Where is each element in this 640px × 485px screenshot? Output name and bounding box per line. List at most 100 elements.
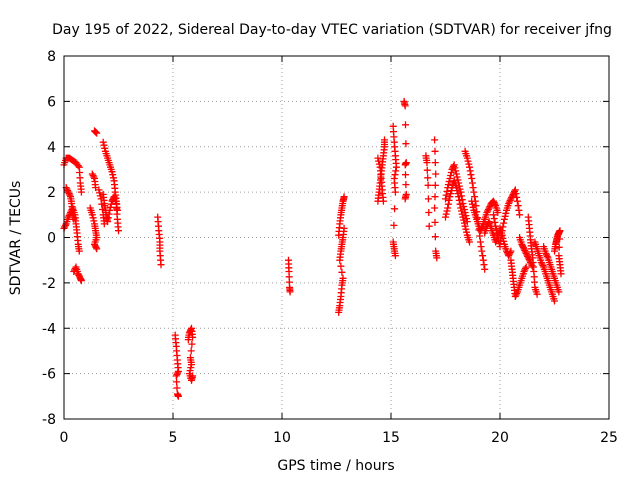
data-point bbox=[65, 190, 73, 198]
data-point bbox=[447, 172, 455, 179]
data-point bbox=[515, 206, 523, 214]
data-point bbox=[493, 230, 501, 238]
data-point bbox=[555, 288, 563, 296]
data-point bbox=[187, 364, 195, 372]
data-point bbox=[432, 170, 440, 178]
data-point bbox=[444, 200, 452, 208]
y-tick-label: -6 bbox=[42, 367, 56, 383]
data-point bbox=[442, 191, 450, 199]
data-point bbox=[101, 144, 109, 152]
data-point bbox=[391, 205, 399, 213]
data-point bbox=[502, 209, 510, 217]
data-point bbox=[77, 188, 85, 196]
data-points bbox=[60, 97, 565, 400]
data-point bbox=[551, 297, 558, 305]
plot-frame bbox=[63, 55, 610, 420]
data-point bbox=[542, 249, 550, 257]
data-point bbox=[555, 243, 563, 251]
data-point bbox=[89, 172, 97, 179]
data-point bbox=[458, 210, 466, 218]
data-point bbox=[479, 256, 487, 264]
data-point bbox=[401, 161, 409, 169]
y-tick-label: -2 bbox=[42, 276, 56, 292]
data-point bbox=[443, 207, 451, 215]
data-point bbox=[492, 222, 500, 230]
data-point bbox=[93, 129, 101, 137]
data-point bbox=[521, 246, 529, 254]
data-point bbox=[392, 163, 400, 171]
data-point bbox=[391, 252, 399, 260]
data-point bbox=[445, 196, 453, 204]
data-point bbox=[392, 167, 400, 175]
data-point bbox=[431, 233, 439, 241]
data-point bbox=[461, 222, 469, 230]
data-point bbox=[425, 222, 433, 230]
data-point bbox=[499, 223, 507, 231]
data-point bbox=[456, 200, 464, 208]
data-point bbox=[512, 291, 520, 299]
data-point bbox=[109, 174, 117, 182]
data-point bbox=[340, 193, 348, 201]
data-point bbox=[375, 157, 383, 165]
data-point bbox=[453, 187, 461, 195]
data-point bbox=[460, 219, 468, 227]
x-tick-label: 5 bbox=[169, 430, 178, 446]
data-point bbox=[466, 167, 474, 175]
data-point bbox=[447, 169, 455, 176]
data-point bbox=[402, 121, 409, 129]
data-point bbox=[401, 102, 409, 110]
data-point bbox=[496, 243, 504, 251]
data-point bbox=[91, 128, 99, 136]
data-point bbox=[433, 254, 441, 262]
data-point bbox=[188, 340, 196, 348]
data-point bbox=[525, 255, 533, 263]
data-point bbox=[391, 188, 399, 196]
y-tick-label: 8 bbox=[47, 49, 56, 65]
data-point bbox=[477, 225, 485, 233]
data-point bbox=[443, 187, 451, 195]
data-point bbox=[97, 195, 105, 203]
data-point bbox=[174, 367, 182, 375]
data-point bbox=[431, 159, 439, 167]
data-point bbox=[491, 200, 499, 208]
data-point bbox=[423, 166, 431, 174]
data-point bbox=[511, 293, 519, 300]
data-point bbox=[500, 215, 508, 223]
data-point bbox=[74, 270, 82, 278]
y-tick-label: -8 bbox=[42, 412, 56, 428]
data-point bbox=[505, 250, 513, 258]
y-tick-label: 6 bbox=[47, 94, 56, 110]
data-point bbox=[188, 361, 195, 369]
data-point bbox=[557, 270, 565, 278]
data-point bbox=[511, 186, 519, 194]
data-point bbox=[476, 232, 484, 240]
x-tick-label: 20 bbox=[491, 430, 509, 446]
data-point bbox=[442, 195, 449, 203]
data-point bbox=[478, 224, 486, 232]
data-point bbox=[337, 262, 345, 270]
data-point bbox=[442, 210, 450, 218]
data-point bbox=[187, 326, 195, 334]
data-point bbox=[498, 227, 506, 235]
data-point bbox=[556, 227, 564, 235]
data-point bbox=[107, 203, 114, 211]
data-point bbox=[507, 195, 515, 203]
data-point bbox=[521, 248, 529, 256]
data-point bbox=[468, 179, 476, 187]
data-point bbox=[173, 370, 181, 378]
data-point bbox=[524, 252, 532, 260]
data-point bbox=[520, 245, 528, 253]
data-point bbox=[75, 271, 83, 279]
data-point bbox=[431, 193, 439, 201]
data-point bbox=[476, 238, 484, 246]
data-point bbox=[452, 184, 460, 192]
data-point bbox=[375, 160, 383, 168]
data-point bbox=[454, 176, 462, 184]
data-point bbox=[91, 242, 99, 250]
data-point bbox=[514, 202, 522, 210]
data-point bbox=[450, 162, 457, 170]
data-point bbox=[91, 240, 98, 248]
data-point bbox=[173, 384, 181, 392]
x-tick-label: 15 bbox=[382, 430, 400, 446]
